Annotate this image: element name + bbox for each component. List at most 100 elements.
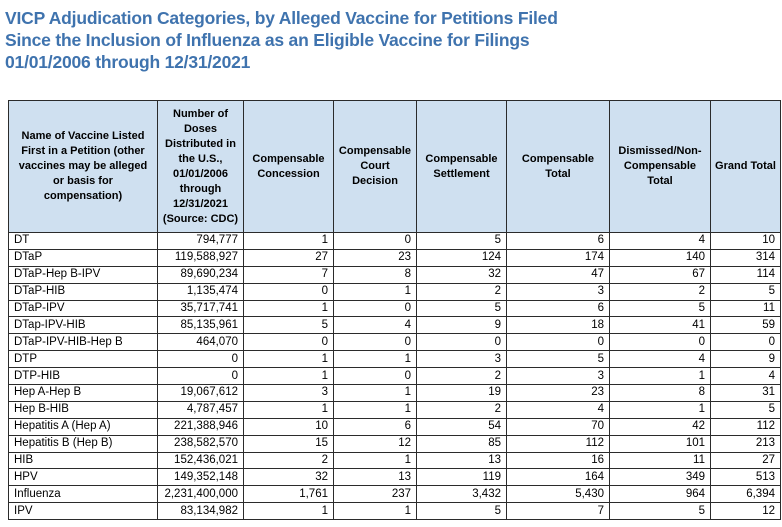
value-cell: 32 bbox=[243, 468, 334, 487]
value-cell: 1 bbox=[243, 232, 334, 250]
column-header: Compensable Total bbox=[506, 100, 610, 233]
value-cell: 8 bbox=[333, 265, 417, 284]
value-cell: 1,761 bbox=[243, 485, 334, 504]
vaccine-name-cell: HIB bbox=[8, 451, 158, 470]
value-cell: 0 bbox=[157, 350, 244, 369]
vaccine-name-cell: DTP bbox=[8, 350, 158, 369]
value-cell: 85,135,961 bbox=[157, 316, 244, 335]
page-title-line-1: VICP Adjudication Categories, by Alleged… bbox=[5, 8, 558, 28]
value-cell: 0 bbox=[333, 299, 417, 318]
value-cell: 149,352,148 bbox=[157, 468, 244, 487]
table-row: DTaP-IPV-HIB-Hep B 464,070 0 0 0 0 0 0 bbox=[8, 333, 781, 352]
value-cell: 0 bbox=[506, 333, 610, 352]
value-cell: 6,394 bbox=[710, 485, 781, 504]
value-cell: 1 bbox=[333, 384, 417, 402]
vaccine-name-cell: Hep A-Hep B bbox=[8, 384, 158, 402]
value-cell: 2 bbox=[243, 451, 334, 470]
value-cell: 4 bbox=[710, 367, 781, 386]
value-cell: 0 bbox=[609, 333, 711, 352]
value-cell: 5 bbox=[710, 282, 781, 301]
value-cell: 1 bbox=[333, 400, 417, 419]
page-title-line-3: 01/01/2006 through 12/31/2021 bbox=[5, 52, 251, 72]
value-cell: 2,231,400,000 bbox=[157, 485, 244, 504]
value-cell: 1 bbox=[333, 282, 417, 301]
value-cell: 5 bbox=[416, 299, 507, 318]
table-row: IPV 83,134,982 1 1 5 7 5 12 bbox=[8, 502, 781, 521]
value-cell: 0 bbox=[243, 282, 334, 301]
column-header: Compensable Concession bbox=[243, 100, 334, 233]
value-cell: 6 bbox=[506, 299, 610, 318]
column-header: Grand Total bbox=[710, 100, 781, 233]
value-cell: 0 bbox=[710, 333, 781, 352]
column-header: Name of Vaccine Listed First in a Petiti… bbox=[8, 100, 158, 233]
table-row: Hep A-Hep B 19,067,612 3 1 19 23 8 31 bbox=[8, 384, 781, 402]
value-cell: 5 bbox=[243, 316, 334, 335]
value-cell: 9 bbox=[710, 350, 781, 369]
value-cell: 2 bbox=[416, 367, 507, 386]
value-cell: 12 bbox=[333, 434, 417, 453]
vaccine-name-cell: Hepatitis A (Hep A) bbox=[8, 417, 158, 436]
value-cell: 7 bbox=[243, 265, 334, 284]
value-cell: 59 bbox=[710, 316, 781, 335]
value-cell: 9 bbox=[416, 316, 507, 335]
table-row: Hep B-HIB 4,787,457 1 1 2 4 1 5 bbox=[8, 400, 781, 419]
value-cell: 83,134,982 bbox=[157, 502, 244, 521]
value-cell: 1 bbox=[609, 367, 711, 386]
value-cell: 1 bbox=[243, 350, 334, 369]
value-cell: 6 bbox=[506, 232, 610, 250]
vaccine-name-cell: DTap-IPV-HIB bbox=[8, 316, 158, 335]
value-cell: 0 bbox=[333, 367, 417, 386]
value-cell: 5 bbox=[710, 400, 781, 419]
value-cell: 89,690,234 bbox=[157, 265, 244, 284]
value-cell: 2 bbox=[416, 400, 507, 419]
value-cell: 5 bbox=[609, 299, 711, 318]
value-cell: 42 bbox=[609, 417, 711, 436]
value-cell: 174 bbox=[506, 248, 610, 267]
value-cell: 10 bbox=[710, 232, 781, 250]
value-cell: 112 bbox=[506, 434, 610, 453]
table-row: DTap-IPV-HIB 85,135,961 5 4 9 18 41 59 bbox=[8, 316, 781, 335]
table-header-row: Name of Vaccine Listed First in a Petiti… bbox=[8, 100, 781, 233]
value-cell: 4 bbox=[609, 232, 711, 250]
value-cell: 13 bbox=[333, 468, 417, 487]
vaccine-name-cell: Influenza bbox=[8, 485, 158, 504]
table-row: DTaP-Hep B-IPV 89,690,234 7 8 32 47 67 114 bbox=[8, 265, 781, 284]
table-body: DT 794,777 1 0 5 6 4 10 DTaP 119,588,927 27 23 124 17… bbox=[8, 232, 781, 521]
value-cell: 4 bbox=[333, 316, 417, 335]
value-cell: 13 bbox=[416, 451, 507, 470]
value-cell: 23 bbox=[333, 248, 417, 267]
value-cell: 1,135,474 bbox=[157, 282, 244, 301]
value-cell: 27 bbox=[710, 451, 781, 470]
table-row: DT 794,777 1 0 5 6 4 10 bbox=[8, 232, 781, 250]
value-cell: 23 bbox=[506, 384, 610, 402]
value-cell: 54 bbox=[416, 417, 507, 436]
value-cell: 238,582,570 bbox=[157, 434, 244, 453]
value-cell: 0 bbox=[416, 333, 507, 352]
value-cell: 0 bbox=[243, 333, 334, 352]
value-cell: 41 bbox=[609, 316, 711, 335]
value-cell: 47 bbox=[506, 265, 610, 284]
value-cell: 2 bbox=[416, 282, 507, 301]
value-cell: 1 bbox=[609, 400, 711, 419]
value-cell: 11 bbox=[710, 299, 781, 318]
value-cell: 3 bbox=[506, 282, 610, 301]
vaccine-name-cell: DTaP-Hep B-IPV bbox=[8, 265, 158, 284]
value-cell: 4 bbox=[609, 350, 711, 369]
value-cell: 140 bbox=[609, 248, 711, 267]
column-header: Compensable Court Decision bbox=[333, 100, 417, 233]
value-cell: 152,436,021 bbox=[157, 451, 244, 470]
value-cell: 5 bbox=[609, 502, 711, 521]
value-cell: 6 bbox=[333, 417, 417, 436]
table-row: HIB 152,436,021 2 1 13 16 11 27 bbox=[8, 451, 781, 470]
value-cell: 3 bbox=[506, 367, 610, 386]
value-cell: 2 bbox=[609, 282, 711, 301]
value-cell: 8 bbox=[609, 384, 711, 402]
value-cell: 85 bbox=[416, 434, 507, 453]
vaccine-name-cell: IPV bbox=[8, 502, 158, 521]
value-cell: 0 bbox=[333, 232, 417, 250]
column-header: Dismissed/Non-Compensable Total bbox=[609, 100, 711, 233]
value-cell: 4,787,457 bbox=[157, 400, 244, 419]
table-row: DTP 0 1 1 3 5 4 9 bbox=[8, 350, 781, 369]
value-cell: 5 bbox=[506, 350, 610, 369]
